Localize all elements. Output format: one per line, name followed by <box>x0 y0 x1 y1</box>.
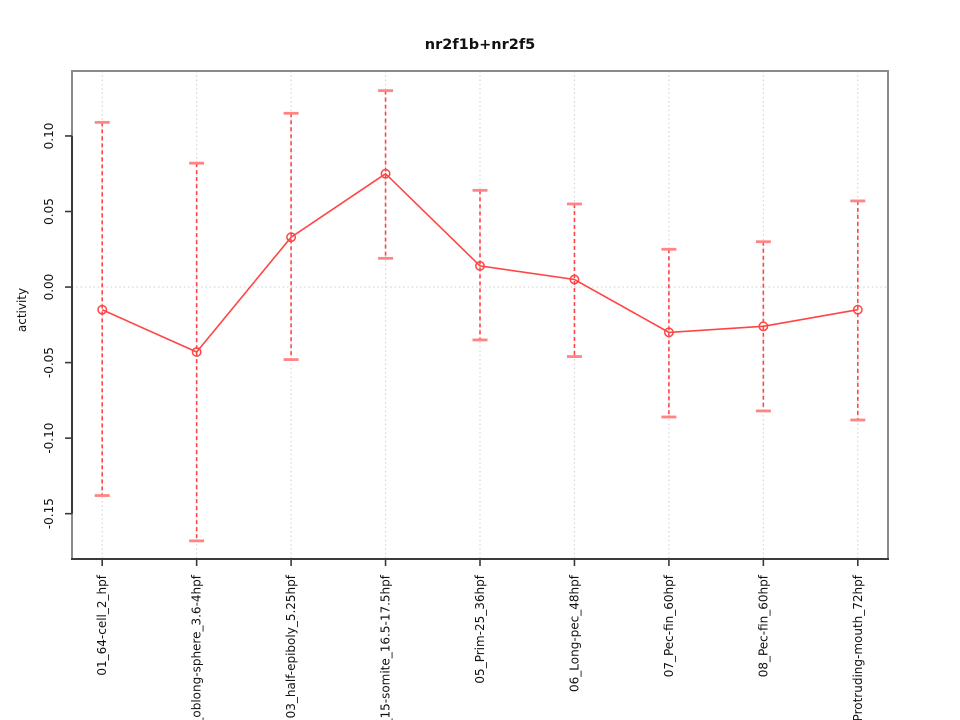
y-axis-title: activity <box>15 288 29 332</box>
data-point <box>380 168 391 179</box>
x-tick-label: 06_Long-pec_48hpf <box>567 574 581 692</box>
x-tick-label: 05_Prim-25_36hpf <box>473 574 487 683</box>
data-point <box>758 321 769 332</box>
y-tick-label: -0.05 <box>42 347 56 378</box>
data-point <box>286 232 297 243</box>
x-tick-label: 04_15-somite_16.5-17.5hpf <box>379 574 393 720</box>
data-point <box>569 274 580 285</box>
data-point <box>663 327 674 338</box>
data-point <box>852 304 863 315</box>
x-tick-label: 09_Protruding-mouth_72hpf <box>851 574 865 720</box>
plot-render-layer: 0.10 0.05 0.00 -0.05 -0.10 -0.15 01_64-cell_2_… <box>42 70 889 720</box>
y-tick-label: 0.10 <box>42 123 56 150</box>
chart-title: nr2f1b+nr2f5 <box>425 37 535 53</box>
series-line <box>101 172 858 353</box>
x-tick-label: 01_64-cell_2_hpf <box>95 574 109 675</box>
x-tick-label: 08_Pec-fin_60hpf <box>756 574 770 677</box>
y-tick-label: 0.00 <box>42 274 56 301</box>
y-tick-label: -0.15 <box>42 498 56 529</box>
x-tick-label: 02_oblong-sphere_3.6-4hpf <box>190 574 204 720</box>
y-tick-label: -0.10 <box>42 423 56 454</box>
y-tick-label: 0.05 <box>42 198 56 225</box>
x-tick-label: 07_Pec-fin_60hpf <box>662 574 676 677</box>
data-point <box>191 347 202 357</box>
data-point <box>475 260 485 271</box>
data-point <box>97 304 108 315</box>
x-tick-label: 03_half-epiboly_5.25hpf <box>284 574 298 718</box>
